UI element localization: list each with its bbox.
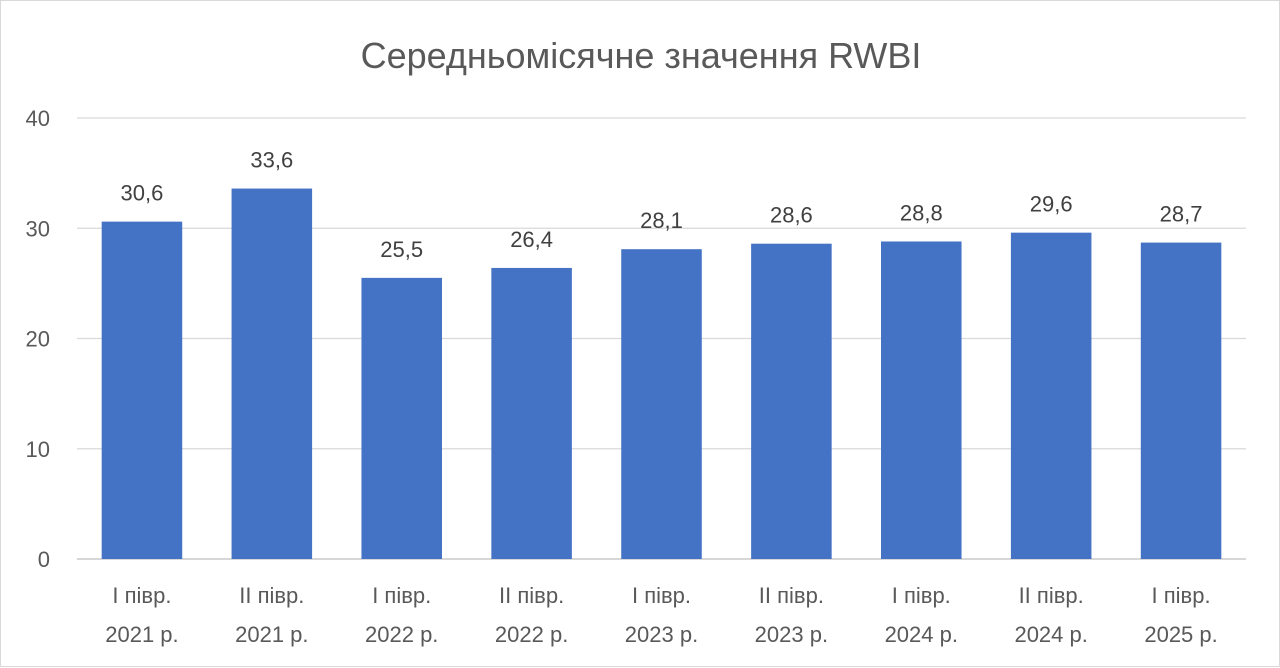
bar: [231, 188, 313, 559]
bar: [1010, 232, 1092, 559]
data-label: 26,4: [510, 227, 553, 252]
bar: [751, 243, 832, 559]
y-tick-label: 0: [38, 547, 50, 572]
data-label: 29,6: [1030, 192, 1073, 217]
y-tick-label: 10: [26, 437, 50, 462]
data-label: 28,1: [640, 208, 683, 233]
y-axis-ticks: 0 10 20 30 40: [26, 106, 50, 572]
y-tick-label: 40: [26, 106, 50, 131]
bar: [361, 277, 442, 559]
x-tick-label: I півр. 2021 р.: [105, 583, 178, 647]
data-labels: 30,6 33,6 25,5 26,4 28,1 28,6 28,8 29,6 28,7: [121, 148, 1203, 262]
data-label: 25,5: [380, 237, 423, 262]
data-label: 28,8: [900, 200, 943, 225]
bar: [491, 267, 572, 559]
x-tick-label: II півр. 2022 р.: [495, 583, 568, 647]
bar: [101, 221, 183, 559]
data-label: 28,6: [770, 203, 813, 228]
data-label: 33,6: [250, 148, 293, 173]
bar: [881, 241, 962, 560]
data-label: 30,6: [121, 181, 164, 206]
x-tick-label: I півр. 2023 р.: [625, 583, 698, 647]
x-axis-ticks: I півр. 2021 р. II півр. 2021 р. I півр. 2022…: [105, 583, 1218, 647]
x-tick-label: I півр. 2022 р.: [365, 583, 438, 647]
x-tick-label: II півр. 2023 р.: [755, 583, 828, 647]
bar: [1140, 242, 1222, 559]
data-label: 28,7: [1160, 202, 1203, 227]
y-tick-label: 20: [26, 327, 50, 352]
x-tick-label: I півр. 2025 р.: [1144, 583, 1217, 647]
x-tick-label: II півр. 2024 р.: [1014, 583, 1087, 647]
bar: [621, 249, 702, 559]
x-tick-label: II півр. 2021 р.: [235, 583, 308, 647]
bars: [101, 188, 1222, 560]
chart-title: Середньомісячне значення RWBI: [361, 35, 922, 76]
y-tick-label: 30: [26, 216, 50, 241]
x-tick-label: I півр. 2024 р.: [885, 583, 958, 647]
